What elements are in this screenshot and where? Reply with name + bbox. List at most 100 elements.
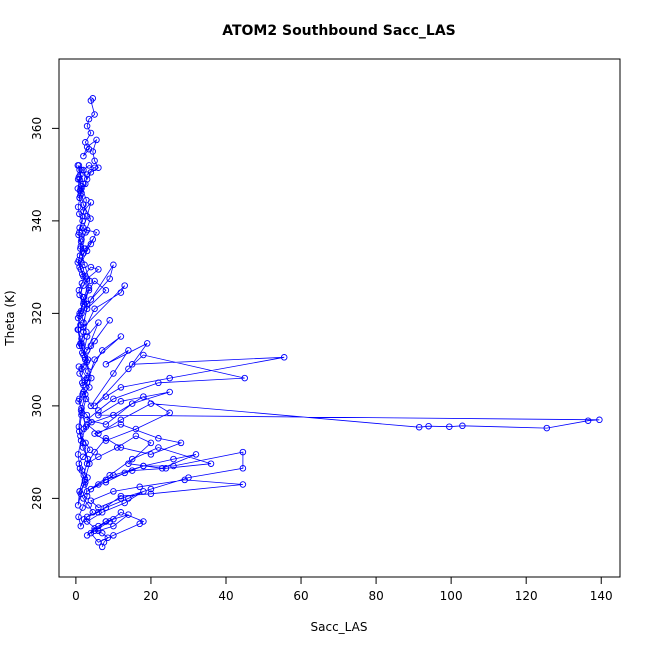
data-point bbox=[446, 423, 453, 430]
data-point bbox=[136, 483, 143, 491]
data-point bbox=[84, 455, 92, 463]
data-point bbox=[86, 460, 93, 467]
data-point bbox=[95, 522, 102, 530]
data-point bbox=[125, 365, 132, 373]
data-point bbox=[147, 400, 155, 407]
y-axis-label: Theta (K) bbox=[3, 290, 17, 346]
data-point bbox=[77, 238, 85, 245]
data-point bbox=[80, 472, 88, 479]
data-point bbox=[93, 136, 100, 144]
data-point bbox=[95, 407, 102, 414]
data-point bbox=[89, 148, 97, 155]
data-point bbox=[80, 515, 88, 523]
data-point bbox=[87, 402, 95, 410]
data-point bbox=[110, 532, 117, 539]
x-tick-label: 0 bbox=[72, 589, 80, 603]
data-point bbox=[584, 417, 592, 424]
data-point bbox=[80, 300, 87, 308]
data-point bbox=[170, 455, 177, 463]
data-point bbox=[415, 423, 423, 431]
data-point bbox=[110, 370, 117, 377]
data-point bbox=[110, 395, 117, 403]
data-point bbox=[87, 215, 94, 222]
data-point bbox=[76, 428, 83, 435]
data-point bbox=[102, 393, 110, 400]
data-point bbox=[117, 509, 125, 516]
x-tick-label: 60 bbox=[293, 589, 308, 603]
data-point bbox=[74, 203, 82, 211]
data-point bbox=[81, 476, 89, 484]
data-point bbox=[85, 115, 93, 123]
data-point bbox=[239, 448, 247, 456]
data-point bbox=[80, 152, 87, 160]
data-point bbox=[76, 312, 83, 319]
data-point bbox=[102, 504, 110, 511]
data-point bbox=[80, 166, 87, 174]
data-point bbox=[106, 472, 113, 479]
data-point bbox=[86, 277, 94, 285]
data-point bbox=[88, 374, 95, 382]
data-point bbox=[87, 263, 95, 271]
data-point bbox=[75, 460, 83, 467]
data-point bbox=[80, 201, 87, 208]
data-point bbox=[95, 266, 102, 273]
data-point bbox=[83, 143, 91, 151]
data-point bbox=[155, 435, 162, 442]
data-point bbox=[117, 444, 125, 451]
data-point bbox=[80, 298, 88, 306]
data-point bbox=[79, 270, 86, 278]
data-point bbox=[80, 245, 88, 252]
data-point bbox=[95, 164, 102, 171]
data-point bbox=[78, 280, 86, 287]
data-point bbox=[91, 402, 98, 410]
data-point bbox=[102, 421, 110, 428]
data-point bbox=[95, 411, 102, 419]
x-tick-label: 140 bbox=[590, 589, 613, 603]
data-point bbox=[91, 164, 98, 171]
data-point bbox=[79, 391, 86, 398]
data-point bbox=[136, 520, 143, 528]
data-point bbox=[543, 424, 551, 432]
data-point bbox=[87, 296, 95, 303]
data-point bbox=[83, 122, 91, 130]
y-axis: 280 300 320 340 360 bbox=[30, 117, 60, 510]
data-point bbox=[85, 367, 92, 375]
data-point bbox=[125, 460, 132, 467]
data-point bbox=[104, 534, 112, 541]
data-point bbox=[132, 432, 140, 440]
data-point bbox=[78, 342, 86, 350]
data-point bbox=[239, 465, 247, 472]
data-point bbox=[85, 502, 92, 509]
data-point bbox=[102, 476, 110, 484]
data-point bbox=[117, 492, 125, 500]
data-point bbox=[85, 162, 93, 169]
data-point bbox=[76, 370, 83, 377]
data-point bbox=[76, 395, 83, 403]
data-point bbox=[207, 460, 215, 467]
data-point bbox=[75, 423, 83, 430]
data-point bbox=[83, 196, 90, 204]
data-point bbox=[128, 455, 136, 463]
data-point bbox=[78, 182, 85, 190]
data-point bbox=[82, 395, 90, 403]
data-point bbox=[128, 467, 136, 474]
data-point bbox=[140, 393, 147, 400]
data-point bbox=[74, 451, 82, 458]
data-point bbox=[117, 333, 125, 340]
data-point bbox=[74, 176, 82, 183]
plot-area bbox=[74, 95, 603, 551]
data-point bbox=[82, 423, 90, 430]
data-point bbox=[596, 416, 603, 424]
data-point bbox=[192, 451, 200, 458]
data-point bbox=[91, 157, 98, 165]
data-point bbox=[110, 522, 117, 530]
data-point bbox=[125, 495, 132, 502]
data-point bbox=[77, 245, 84, 252]
data-point bbox=[121, 499, 128, 507]
data-point bbox=[89, 509, 97, 516]
data-point bbox=[143, 340, 151, 347]
data-point bbox=[102, 435, 110, 442]
data-point bbox=[83, 333, 91, 340]
data-point bbox=[75, 256, 83, 264]
data-point bbox=[110, 488, 117, 495]
